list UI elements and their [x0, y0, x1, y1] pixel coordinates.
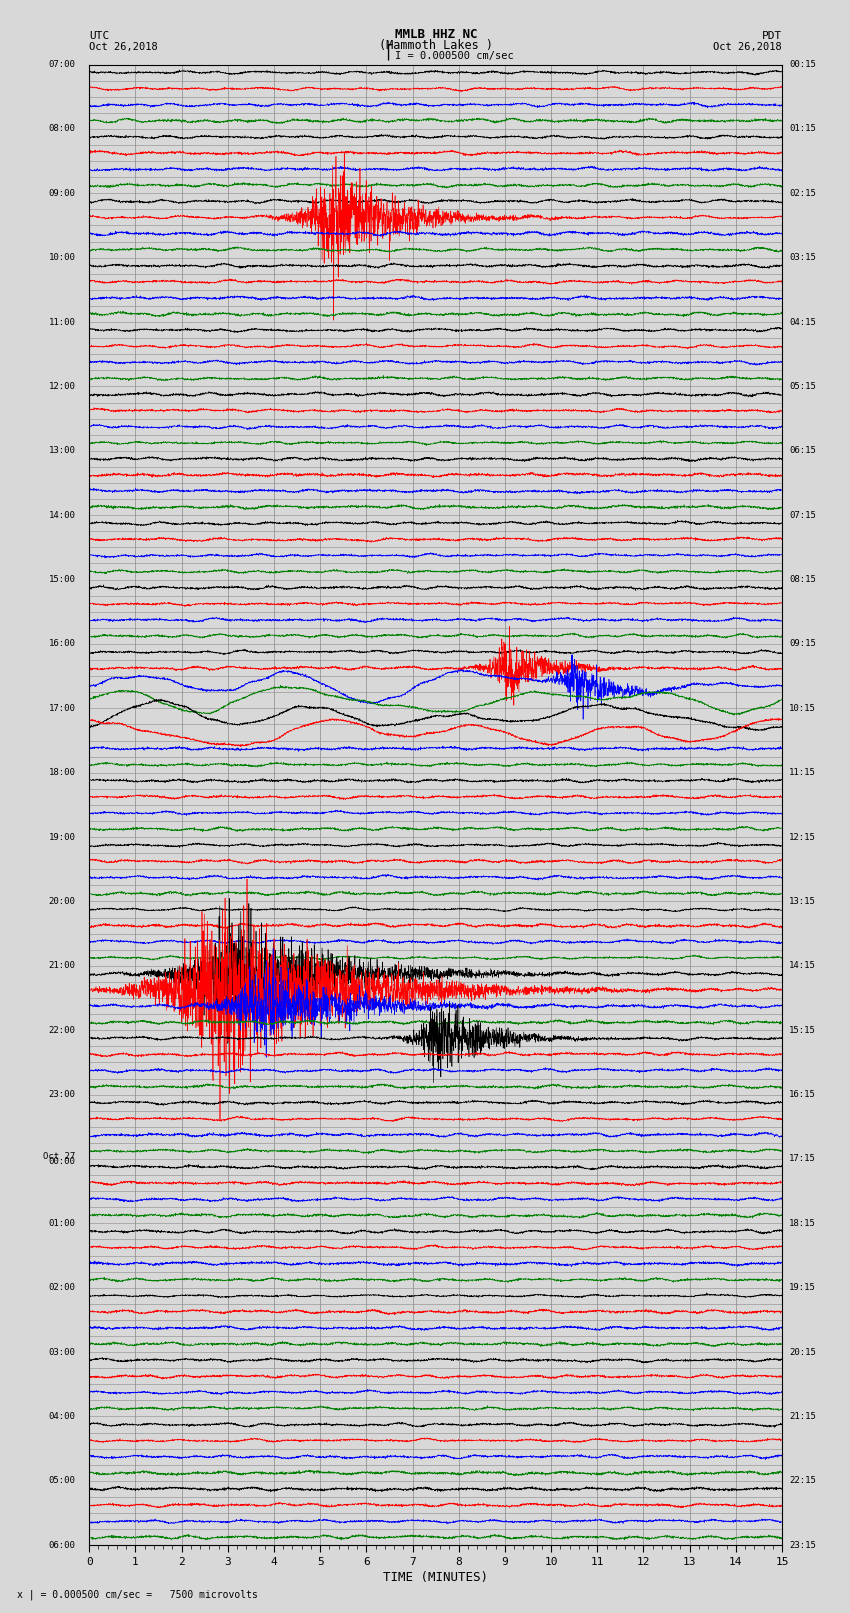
Text: 20:15: 20:15 — [789, 1347, 816, 1357]
Text: 05:15: 05:15 — [789, 382, 816, 390]
Text: Oct 26,2018: Oct 26,2018 — [713, 42, 782, 52]
Text: 05:00: 05:00 — [48, 1476, 76, 1486]
Text: 12:15: 12:15 — [789, 832, 816, 842]
Text: 08:00: 08:00 — [48, 124, 76, 134]
Text: 07:00: 07:00 — [48, 60, 76, 69]
Text: 14:00: 14:00 — [48, 511, 76, 519]
Text: Oct 26,2018: Oct 26,2018 — [89, 42, 158, 52]
Text: 19:00: 19:00 — [48, 832, 76, 842]
Text: ⎡: ⎡ — [385, 44, 394, 60]
Text: 23:15: 23:15 — [789, 1540, 816, 1550]
Text: 23:00: 23:00 — [48, 1090, 76, 1098]
Text: 21:15: 21:15 — [789, 1411, 816, 1421]
Text: 09:15: 09:15 — [789, 639, 816, 648]
Text: 12:00: 12:00 — [48, 382, 76, 390]
Text: 02:15: 02:15 — [789, 189, 816, 198]
Text: 16:15: 16:15 — [789, 1090, 816, 1098]
Text: 10:00: 10:00 — [48, 253, 76, 263]
Text: 22:15: 22:15 — [789, 1476, 816, 1486]
Text: 00:15: 00:15 — [789, 60, 816, 69]
Text: 03:00: 03:00 — [48, 1347, 76, 1357]
Text: 18:00: 18:00 — [48, 768, 76, 777]
Text: 15:00: 15:00 — [48, 576, 76, 584]
Text: 14:15: 14:15 — [789, 961, 816, 971]
Text: MMLB HHZ NC: MMLB HHZ NC — [394, 27, 478, 40]
Text: 11:15: 11:15 — [789, 768, 816, 777]
Text: 11:00: 11:00 — [48, 318, 76, 326]
Text: 00:00: 00:00 — [48, 1157, 76, 1166]
Text: PDT: PDT — [762, 31, 782, 40]
Text: UTC: UTC — [89, 31, 110, 40]
Text: 08:15: 08:15 — [789, 576, 816, 584]
X-axis label: TIME (MINUTES): TIME (MINUTES) — [383, 1571, 488, 1584]
Text: 04:15: 04:15 — [789, 318, 816, 326]
Text: 02:00: 02:00 — [48, 1284, 76, 1292]
Text: 04:00: 04:00 — [48, 1411, 76, 1421]
Text: 16:00: 16:00 — [48, 639, 76, 648]
Text: 13:00: 13:00 — [48, 447, 76, 455]
Text: (Mammoth Lakes ): (Mammoth Lakes ) — [379, 39, 493, 52]
Text: 01:15: 01:15 — [789, 124, 816, 134]
Text: 06:00: 06:00 — [48, 1540, 76, 1550]
Text: 13:15: 13:15 — [789, 897, 816, 907]
Text: 18:15: 18:15 — [789, 1219, 816, 1227]
Text: I = 0.000500 cm/sec: I = 0.000500 cm/sec — [395, 52, 514, 61]
Text: x | = 0.000500 cm/sec =   7500 microvolts: x | = 0.000500 cm/sec = 7500 microvolts — [17, 1589, 258, 1600]
Text: Oct 27: Oct 27 — [43, 1152, 76, 1161]
Text: 22:00: 22:00 — [48, 1026, 76, 1034]
Text: 17:15: 17:15 — [789, 1155, 816, 1163]
Text: 09:00: 09:00 — [48, 189, 76, 198]
Text: 07:15: 07:15 — [789, 511, 816, 519]
Text: 20:00: 20:00 — [48, 897, 76, 907]
Text: 21:00: 21:00 — [48, 961, 76, 971]
Text: 15:15: 15:15 — [789, 1026, 816, 1034]
Text: 19:15: 19:15 — [789, 1284, 816, 1292]
Text: 01:00: 01:00 — [48, 1219, 76, 1227]
Text: 10:15: 10:15 — [789, 703, 816, 713]
Text: 03:15: 03:15 — [789, 253, 816, 263]
Text: 17:00: 17:00 — [48, 703, 76, 713]
Text: 06:15: 06:15 — [789, 447, 816, 455]
